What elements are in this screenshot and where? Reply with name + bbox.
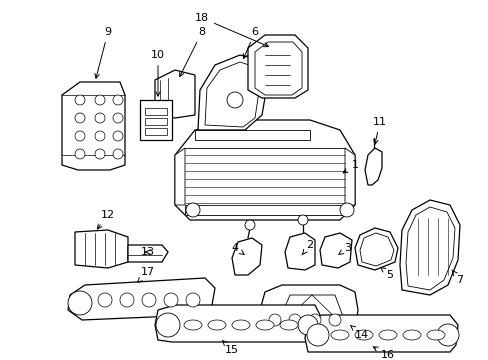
Circle shape [288,314,301,326]
Text: 13: 13 [141,247,155,257]
Text: 7: 7 [451,270,463,285]
Circle shape [113,131,123,141]
Text: 14: 14 [350,325,368,340]
Polygon shape [145,118,167,125]
Text: 2: 2 [302,240,313,255]
Polygon shape [247,35,307,98]
Polygon shape [75,230,128,268]
Circle shape [306,324,328,346]
Circle shape [113,149,123,159]
Circle shape [75,131,85,141]
Circle shape [68,291,92,315]
Text: 11: 11 [372,117,386,144]
Circle shape [95,113,105,123]
Text: 12: 12 [97,210,115,229]
Circle shape [436,324,458,346]
Circle shape [339,203,353,217]
Circle shape [142,293,156,307]
Ellipse shape [330,330,348,340]
Circle shape [95,149,105,159]
Ellipse shape [183,320,202,330]
Polygon shape [399,200,459,295]
Polygon shape [128,245,168,262]
Polygon shape [198,55,267,130]
Polygon shape [260,285,357,338]
Ellipse shape [426,330,444,340]
Circle shape [113,95,123,105]
Polygon shape [62,82,125,170]
Circle shape [297,215,307,225]
Polygon shape [155,305,319,342]
Text: 8: 8 [180,27,205,77]
Circle shape [156,313,180,337]
Circle shape [185,203,200,217]
Circle shape [226,92,243,108]
Text: 17: 17 [138,267,155,282]
Polygon shape [204,62,260,127]
Circle shape [120,293,134,307]
Polygon shape [319,233,351,268]
Polygon shape [285,233,314,270]
Polygon shape [145,128,167,135]
Polygon shape [175,120,354,220]
Text: 10: 10 [151,50,164,96]
Circle shape [328,314,340,326]
Text: 6: 6 [243,27,258,58]
Polygon shape [359,233,393,266]
Ellipse shape [354,330,372,340]
Ellipse shape [231,320,249,330]
Text: 16: 16 [373,347,394,360]
Circle shape [95,131,105,141]
Ellipse shape [280,320,297,330]
Polygon shape [140,100,172,140]
Circle shape [75,113,85,123]
Polygon shape [305,315,457,352]
Polygon shape [364,148,381,185]
Text: 4: 4 [231,243,244,255]
Circle shape [98,293,112,307]
Ellipse shape [256,320,273,330]
Polygon shape [184,205,345,215]
Text: 5: 5 [380,267,393,280]
Circle shape [308,314,320,326]
Polygon shape [231,238,262,275]
Ellipse shape [378,330,396,340]
Polygon shape [145,108,167,115]
Circle shape [95,95,105,105]
Circle shape [185,293,200,307]
Text: 18: 18 [195,13,268,47]
Polygon shape [68,278,215,320]
Text: 3: 3 [338,243,351,255]
Polygon shape [354,228,397,270]
Polygon shape [254,42,302,95]
Circle shape [297,315,317,335]
Circle shape [163,293,178,307]
Polygon shape [175,148,184,205]
Text: 1: 1 [343,160,358,173]
Polygon shape [274,295,347,330]
Circle shape [75,149,85,159]
Text: 15: 15 [222,340,239,355]
Polygon shape [345,148,354,205]
Ellipse shape [207,320,225,330]
Text: 9: 9 [95,27,111,78]
Polygon shape [155,70,195,118]
Circle shape [268,314,281,326]
Circle shape [113,113,123,123]
Circle shape [244,220,254,230]
Circle shape [75,95,85,105]
Ellipse shape [402,330,420,340]
Polygon shape [405,207,454,290]
Polygon shape [195,130,309,140]
